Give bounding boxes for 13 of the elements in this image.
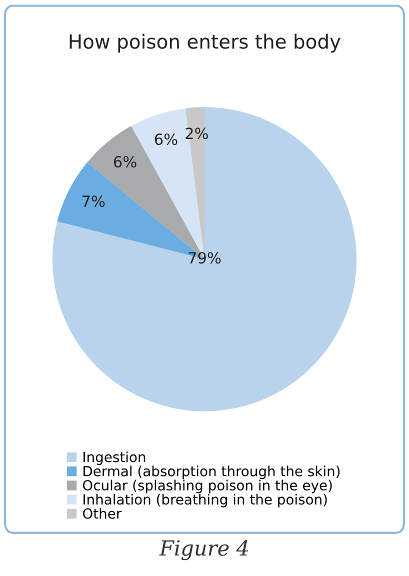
legend-label: Ingestion: [84, 451, 146, 465]
data-label: 7%: [82, 195, 105, 208]
data-label: 6%: [154, 133, 178, 146]
caption: Figure 4: [159, 540, 248, 560]
legend-label: Dermal (absorption through the skin): [84, 466, 340, 480]
data-label: 2%: [186, 128, 208, 140]
data-label: 79%: [188, 252, 221, 264]
pie-slice: [52, 107, 357, 412]
legend-label: Ocular (splashing poison in the eye): [82, 480, 332, 494]
data-label: 6%: [114, 156, 136, 168]
chart-title: How poison enters the body: [70, 34, 340, 53]
legend-label: Other: [82, 508, 122, 519]
legend-label: Inhalation (breathing in the poison): [84, 494, 327, 508]
